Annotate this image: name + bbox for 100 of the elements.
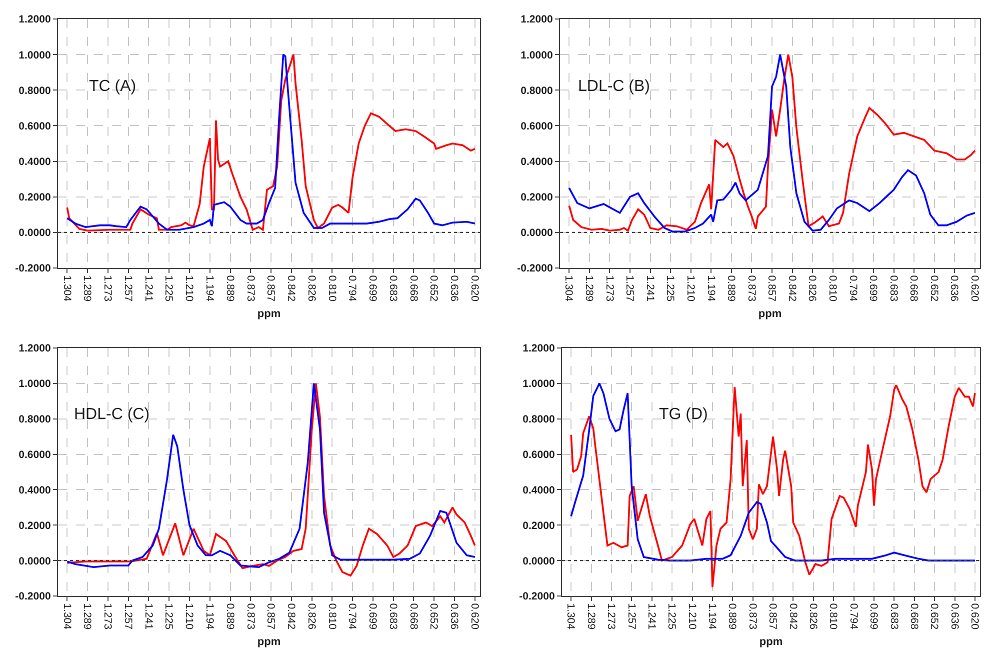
x-tick-label: 1.289: [81, 275, 94, 302]
x-tick-label: 0.652: [428, 275, 440, 302]
x-tick-label: 1.241: [645, 603, 658, 630]
x-tick-label: 0.636: [948, 275, 960, 302]
x-tick-label: 1.241: [142, 603, 154, 630]
x-tick-label: 0.857: [766, 275, 778, 302]
x-tick-label: 0.842: [786, 275, 798, 302]
text: HDL-C (C): [74, 406, 150, 423]
x-tick-label: 0.620: [968, 275, 981, 302]
x-tick-label: 1.241: [644, 275, 656, 302]
y-tick-label: 0.2000: [520, 192, 553, 204]
text: TG (D): [659, 406, 708, 423]
x-tick-label: 0.652: [428, 603, 440, 630]
y-tick-label: 0.8000: [18, 414, 51, 426]
x-tick-label: 0.794: [346, 603, 358, 630]
x-tick-label: 0.889: [726, 603, 738, 630]
x-tick-label: 1.257: [122, 603, 134, 630]
x-tick-label: 0.794: [346, 275, 358, 302]
x-tick-label: 1.210: [684, 275, 696, 302]
x-tick-label: 1.225: [666, 603, 678, 630]
x-tick-label: 1.225: [162, 275, 175, 302]
y-tick-label: 0.8000: [520, 84, 553, 97]
y-tick-label: 1.0000: [520, 49, 553, 62]
x-tick-label: 0.889: [725, 275, 738, 302]
text: TC (A): [89, 78, 136, 95]
x-tick-label: 0.636: [948, 603, 960, 630]
x-tick-label: 0.683: [887, 275, 900, 302]
x-tick-label: 0.826: [806, 603, 819, 630]
x-tick-label: 0.794: [847, 603, 860, 630]
x-tick-label: 0.620: [468, 603, 480, 630]
x-tick-label: 0.810: [827, 603, 840, 630]
x-tick-label: 0.668: [407, 603, 420, 630]
y-tick-label: 0.4000: [18, 484, 51, 496]
y-tick-label: 0.2000: [18, 192, 51, 204]
x-tick-label: 0.873: [244, 603, 256, 630]
x-tick-label: 1.194: [706, 603, 718, 630]
x-tick-label: 0.842: [285, 275, 298, 302]
x-tick-label: 1.304: [564, 603, 577, 630]
y-tick-label: -0.2000: [15, 262, 51, 275]
y-tick-label: 0.2000: [522, 520, 555, 532]
x-tick-label: 1.289: [81, 603, 94, 630]
x-tick-label: 0.699: [868, 603, 880, 630]
x-tick-label: 0.652: [928, 275, 940, 302]
x-tick-label: 0.620: [468, 275, 480, 302]
y-tick-label: 0.6000: [18, 120, 51, 132]
x-tick-label: 1.210: [686, 603, 698, 630]
y-tick-label: 0.6000: [520, 120, 553, 132]
y-tick-label: 0.2000: [18, 520, 51, 532]
x-tick-label: 1.194: [203, 603, 216, 630]
x-tick-label: 0.826: [305, 275, 318, 302]
x-tick-label: 0.889: [224, 603, 236, 630]
x-tick-label: 1.304: [562, 275, 575, 302]
x-tick-label: 0.668: [908, 275, 920, 302]
x-tick-label: 0.794: [846, 275, 859, 302]
y-tick-label: 0.4000: [522, 484, 555, 496]
x-tick-label: 1.194: [203, 275, 216, 302]
x-tick-label: 1.304: [60, 603, 73, 630]
x-tick-label: 1.210: [183, 275, 196, 302]
x-tick-label: 0.636: [448, 275, 460, 302]
y-tick-label: 0.4000: [18, 156, 51, 168]
x-tick-label: 0.620: [968, 603, 981, 630]
x-tick-label: 0.873: [244, 275, 256, 302]
x-tick-label: 0.857: [264, 275, 277, 302]
x-tick-label: 1.225: [664, 275, 676, 302]
x-tick-label: 0.873: [745, 275, 758, 302]
y-tick-label: 1.0000: [522, 378, 555, 390]
x-tick-label: 0.842: [285, 603, 298, 630]
x-tick-label: 1.225: [162, 603, 175, 630]
x-tick-label: 1.257: [122, 275, 134, 302]
y-tick-label: 0.8000: [522, 414, 555, 426]
x-tick-label: 1.304: [60, 275, 73, 302]
x-tick-label: 0.683: [888, 603, 900, 630]
x-axis-title: ppm: [257, 636, 281, 648]
y-tick-label: 1.0000: [18, 49, 51, 62]
y-tick-label: 0.4000: [520, 156, 553, 168]
y-tick-label: 0.6000: [18, 448, 51, 461]
x-axis-title: ppm: [758, 308, 782, 320]
x-tick-label: 0.652: [928, 603, 940, 630]
x-axis-title: ppm: [257, 308, 281, 320]
x-tick-label: 0.668: [407, 275, 420, 302]
x-tick-label: 1.273: [102, 275, 114, 302]
x-tick-label: 0.842: [786, 603, 799, 630]
y-tick-label: -0.2000: [15, 590, 51, 603]
x-tick-label: 1.241: [142, 275, 154, 302]
y-tick-label: 0.0000: [18, 555, 51, 568]
x-tick-label: 1.194: [704, 275, 717, 302]
x-tick-label: 0.826: [305, 603, 318, 630]
x-tick-label: 0.889: [224, 275, 236, 302]
x-tick-label: 1.210: [183, 603, 196, 630]
x-tick-label: 0.826: [806, 275, 818, 302]
x-tick-label: 1.273: [102, 603, 114, 630]
x-tick-label: 0.810: [326, 275, 338, 302]
y-tick-label: -0.2000: [517, 262, 553, 275]
x-tick-label: 0.873: [746, 603, 758, 630]
x-tick-label: 0.699: [366, 275, 379, 302]
x-tick-label: 0.636: [448, 603, 460, 630]
y-tick-label: 1.2000: [18, 14, 51, 26]
y-tick-label: 0.6000: [522, 448, 555, 461]
y-tick-label: 1.2000: [520, 14, 553, 26]
y-tick-label: 0.0000: [18, 227, 51, 240]
